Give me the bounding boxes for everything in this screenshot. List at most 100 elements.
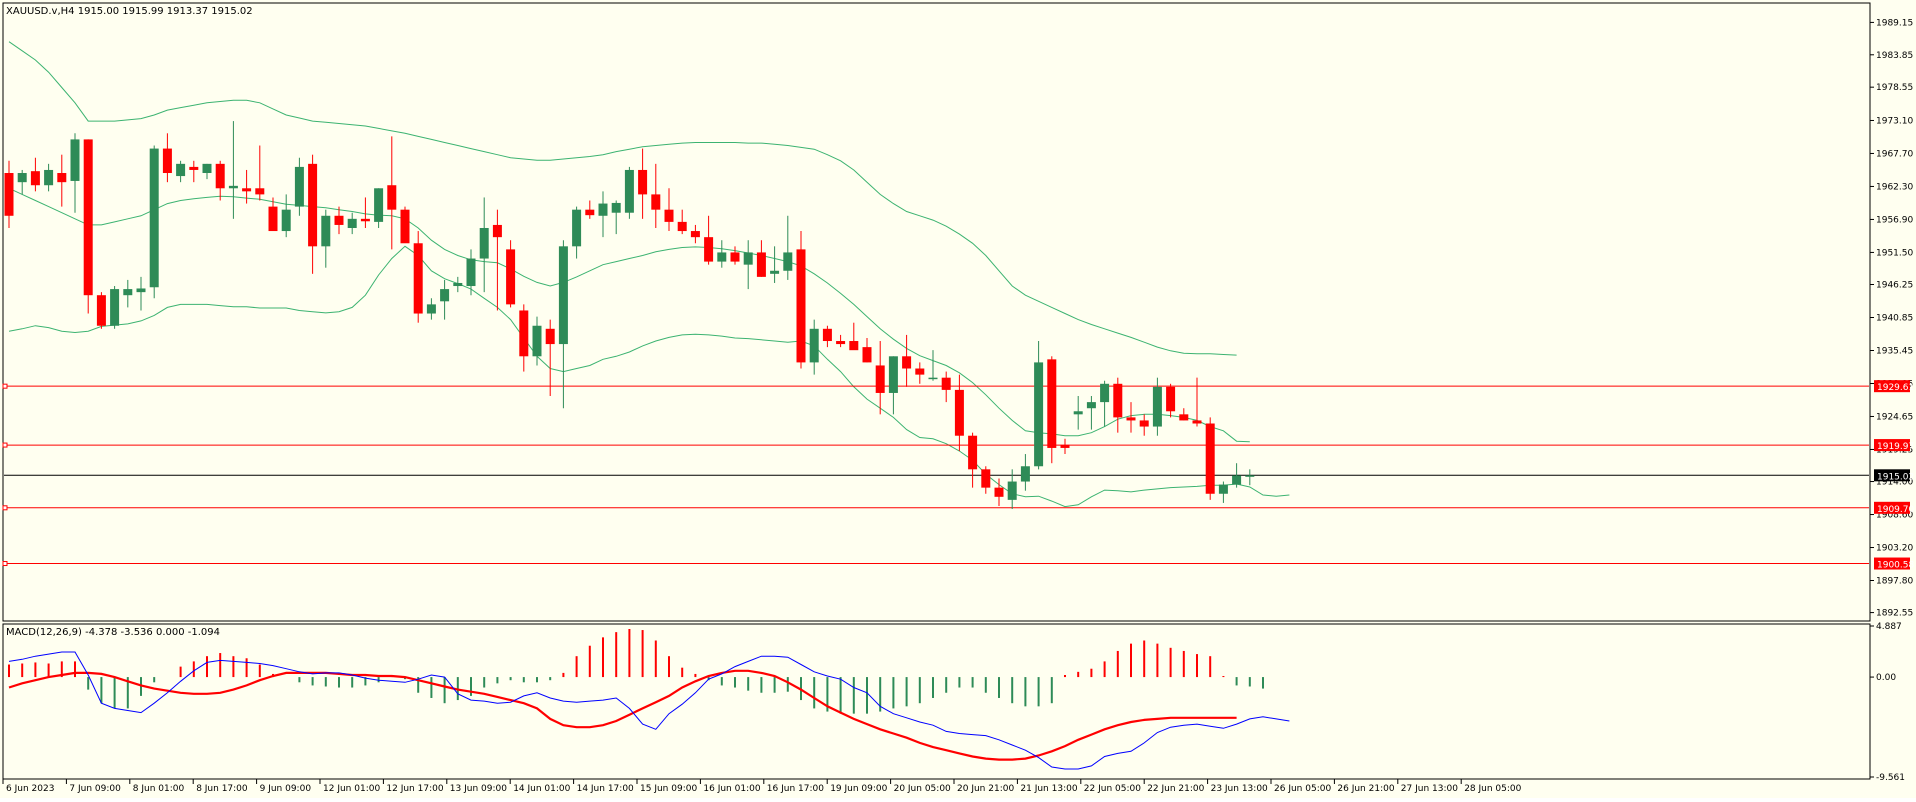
candle-body bbox=[1047, 359, 1057, 448]
candle-body bbox=[677, 221, 687, 232]
price-tick-label: 1967.70 bbox=[1876, 149, 1913, 159]
price-panel-frame bbox=[2, 2, 1871, 622]
candle-body bbox=[1218, 484, 1228, 494]
candle-body bbox=[1034, 362, 1044, 467]
macd-tick-label: 0.00 bbox=[1876, 673, 1896, 683]
price-tick-label: 1983.85 bbox=[1876, 51, 1913, 61]
candle-body bbox=[638, 169, 648, 195]
candle-body bbox=[954, 389, 964, 436]
time-tick-label: 20 Jun 05:00 bbox=[894, 784, 951, 794]
time-tick-label: 26 Jun 21:00 bbox=[1337, 784, 1394, 794]
candle-body bbox=[268, 206, 278, 232]
candle-body bbox=[572, 209, 582, 247]
macd-lines bbox=[8, 651, 1290, 770]
candle-body bbox=[228, 185, 238, 189]
candle-body bbox=[96, 295, 106, 326]
candle-body bbox=[1152, 386, 1162, 427]
candle-body bbox=[387, 185, 397, 210]
time-tick-label: 22 Jun 21:00 bbox=[1147, 784, 1204, 794]
candle-body bbox=[611, 202, 621, 213]
time-tick-label: 28 Jun 05:00 bbox=[1464, 784, 1521, 794]
macd-axis: 4.887 0.00 -9.561 bbox=[1870, 622, 1905, 783]
candle-body bbox=[875, 365, 885, 393]
candle-body bbox=[743, 252, 753, 265]
candle-body bbox=[558, 246, 568, 345]
candle-body bbox=[413, 243, 423, 314]
time-tick-label: 23 Jun 13:00 bbox=[1211, 784, 1268, 794]
candle-body bbox=[70, 139, 80, 181]
price-tick-label: 1962.30 bbox=[1876, 182, 1913, 192]
macd-tick-label: -9.561 bbox=[1876, 773, 1905, 783]
candle-body bbox=[717, 252, 727, 262]
candle-body bbox=[1007, 481, 1017, 500]
candle-body bbox=[796, 249, 806, 363]
candle-body bbox=[294, 166, 304, 207]
candle-body bbox=[585, 209, 595, 216]
candle-body bbox=[532, 325, 542, 357]
candle-body bbox=[1126, 417, 1136, 421]
candle-body bbox=[1192, 420, 1202, 424]
level-anchor bbox=[2, 561, 8, 567]
time-tick-label: 26 Jun 05:00 bbox=[1274, 784, 1331, 794]
candle-body bbox=[704, 237, 714, 262]
macd-tick-label: 4.887 bbox=[1876, 622, 1902, 632]
candle-body bbox=[506, 249, 516, 305]
time-tick-label: 16 Jun 01:00 bbox=[703, 784, 760, 794]
price-tick-label: 1956.90 bbox=[1876, 215, 1913, 225]
candle-body bbox=[110, 289, 120, 326]
macd-signal-line bbox=[8, 669, 1237, 761]
macd-main-line bbox=[8, 651, 1290, 770]
price-panel[interactable]: 1989.15 1983.85 1978.55 1973.10 1967.70 1962.… bbox=[2, 2, 1914, 622]
time-tick-label: 20 Jun 21:00 bbox=[957, 784, 1014, 794]
candle-body bbox=[162, 148, 172, 174]
macd-histogram bbox=[8, 628, 1264, 714]
level-price-label: 1919.97 bbox=[1877, 442, 1914, 452]
time-tick-label: 8 Jun 17:00 bbox=[196, 784, 248, 794]
candle-body bbox=[242, 188, 252, 192]
symbol-info: XAUUSD.v,H4 1915.00 1915.99 1913.37 1915… bbox=[6, 6, 253, 17]
candle-body bbox=[17, 173, 27, 183]
candle-body bbox=[347, 218, 357, 228]
time-tick-label: 14 Jun 01:00 bbox=[513, 784, 570, 794]
time-tick-label: 22 Jun 05:00 bbox=[1084, 784, 1141, 794]
level-anchor bbox=[2, 505, 8, 511]
horizontal-levels[interactable] bbox=[2, 383, 1869, 567]
price-tick-label: 1946.25 bbox=[1876, 281, 1913, 291]
candle-body bbox=[770, 270, 780, 274]
candle-body bbox=[822, 328, 832, 342]
candle-body bbox=[281, 209, 291, 232]
candle-body bbox=[83, 139, 93, 296]
candle-body bbox=[30, 171, 40, 186]
candle-body bbox=[849, 341, 859, 351]
candle-body bbox=[1205, 423, 1215, 494]
candle-body bbox=[215, 163, 225, 189]
candle-body bbox=[189, 166, 199, 170]
level-price-tag bbox=[1874, 501, 1910, 514]
level-price-label: 1909.70 bbox=[1877, 505, 1914, 515]
time-tick-label: 14 Jun 17:00 bbox=[577, 784, 634, 794]
candle-body bbox=[941, 377, 951, 390]
price-tick-label: 1973.10 bbox=[1876, 116, 1913, 126]
candle-body bbox=[176, 163, 186, 177]
time-tick-label: 13 Jun 09:00 bbox=[450, 784, 507, 794]
current-price-tag bbox=[1874, 469, 1910, 482]
candle-body bbox=[1232, 475, 1242, 485]
candle-body bbox=[1086, 402, 1096, 409]
price-tick-label: 1897.80 bbox=[1876, 577, 1913, 587]
candle-body bbox=[730, 252, 740, 262]
macd-panel[interactable]: 4.887 0.00 -9.561 MACD(12,26,9) -4.378 -3.… bbox=[2, 622, 1905, 783]
bollinger-lower-line bbox=[8, 245, 1290, 508]
candle-body bbox=[994, 487, 1004, 497]
price-tick-label: 1914.00 bbox=[1876, 478, 1913, 488]
candle-body bbox=[255, 188, 265, 195]
candle-body bbox=[624, 169, 634, 213]
time-tick-label: 16 Jun 17:00 bbox=[767, 784, 824, 794]
price-tick-label: 1908.60 bbox=[1876, 511, 1913, 521]
candle-body bbox=[57, 173, 67, 183]
candle-body bbox=[1100, 383, 1110, 403]
candle-body bbox=[651, 194, 661, 210]
candle-body bbox=[360, 218, 370, 222]
macd-panel-frame bbox=[2, 623, 1871, 780]
level-price-tag bbox=[1874, 380, 1910, 393]
